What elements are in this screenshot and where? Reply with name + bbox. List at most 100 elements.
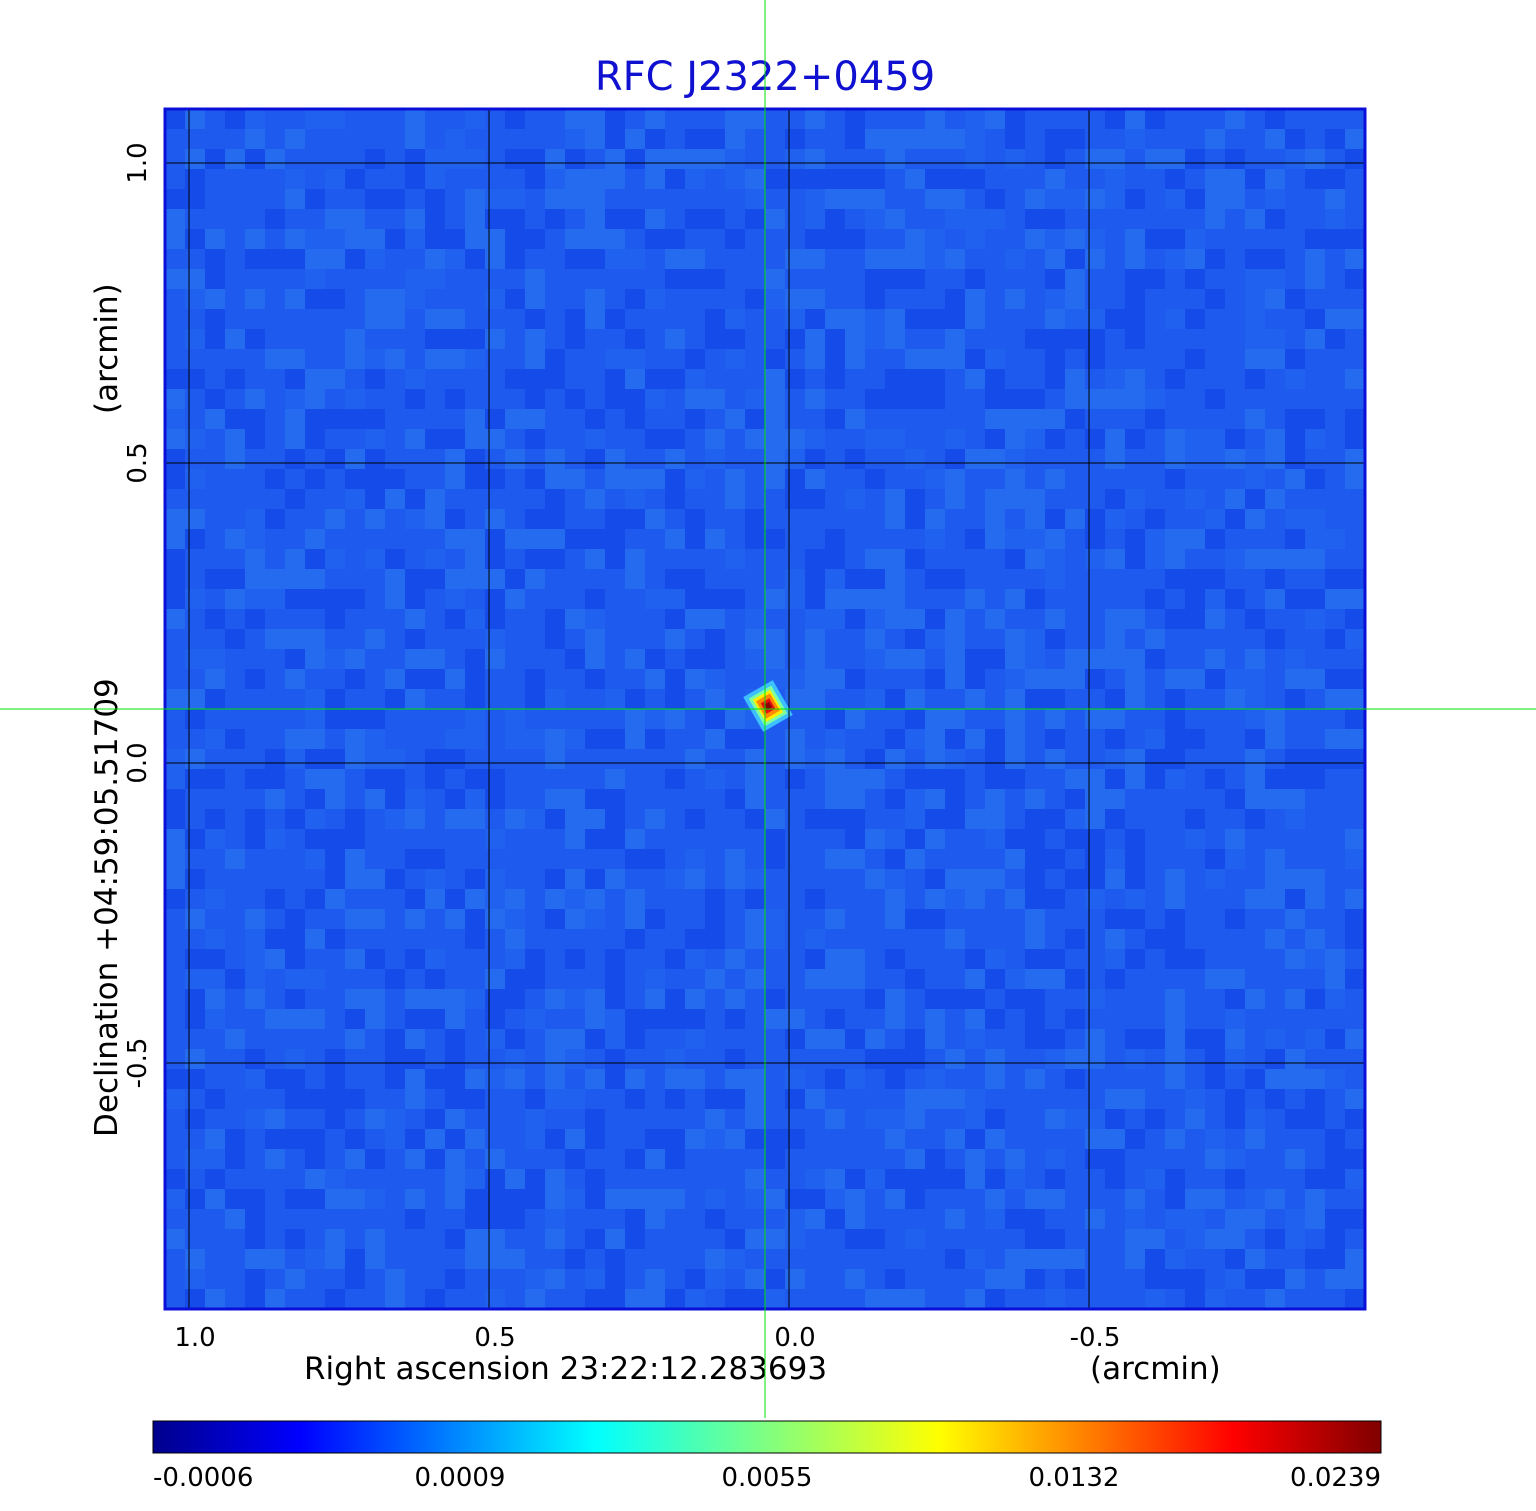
noise-cell	[465, 729, 485, 749]
noise-cell	[1305, 1249, 1325, 1269]
noise-cell	[1205, 249, 1225, 269]
noise-cell	[1065, 789, 1085, 809]
noise-cell	[525, 949, 545, 969]
noise-cell	[385, 1069, 405, 1089]
noise-cell	[605, 869, 625, 889]
noise-cell	[885, 649, 905, 669]
noise-cell	[465, 109, 485, 129]
noise-cell	[1245, 489, 1265, 509]
noise-cell	[385, 589, 405, 609]
noise-cell	[1165, 729, 1185, 749]
noise-cell	[725, 409, 745, 429]
noise-cell	[285, 389, 305, 409]
noise-cell	[565, 649, 585, 669]
noise-cell	[845, 789, 865, 809]
radio-source	[743, 680, 793, 732]
noise-cell	[865, 129, 885, 149]
noise-cell	[905, 1229, 925, 1249]
noise-cell	[385, 1049, 405, 1069]
noise-cell	[205, 1149, 225, 1169]
noise-cell	[685, 129, 705, 149]
noise-cell	[905, 1089, 925, 1109]
noise-cell	[845, 169, 865, 189]
noise-cell	[545, 789, 565, 809]
noise-cell	[565, 389, 585, 409]
noise-cell	[1345, 1109, 1365, 1129]
noise-cell	[905, 269, 925, 289]
noise-cell	[305, 1009, 325, 1029]
noise-cell	[1025, 989, 1045, 1009]
noise-cell	[565, 949, 585, 969]
noise-cell	[1225, 449, 1245, 469]
noise-cell	[225, 529, 245, 549]
noise-cell	[745, 1169, 765, 1189]
noise-cell	[585, 1289, 605, 1309]
noise-cell	[325, 1069, 345, 1089]
noise-cell	[245, 1249, 265, 1269]
noise-cell	[705, 729, 725, 749]
noise-cell	[1245, 989, 1265, 1009]
noise-cell	[685, 869, 705, 889]
noise-cell	[1245, 509, 1265, 529]
noise-cell	[765, 649, 785, 669]
noise-cell	[825, 1189, 845, 1209]
noise-cell	[1025, 329, 1045, 349]
noise-cell	[745, 1109, 765, 1129]
noise-cell	[565, 329, 585, 349]
noise-cell	[305, 229, 325, 249]
noise-cell	[265, 889, 285, 909]
noise-cell	[1285, 1229, 1305, 1249]
noise-cell	[985, 1069, 1005, 1089]
noise-cell	[1245, 1109, 1265, 1129]
noise-cell	[425, 1129, 445, 1149]
noise-cell	[1045, 1189, 1065, 1209]
noise-cell	[745, 529, 765, 549]
noise-cell	[825, 969, 845, 989]
noise-cell	[465, 1209, 485, 1229]
noise-cell	[885, 129, 905, 149]
noise-cell	[325, 1189, 345, 1209]
noise-cell	[1345, 1289, 1365, 1309]
noise-cell	[1225, 829, 1245, 849]
noise-cell	[245, 409, 265, 429]
noise-cell	[185, 1149, 205, 1169]
noise-cell	[425, 269, 445, 289]
noise-cell	[645, 149, 665, 169]
noise-cell	[205, 329, 225, 349]
noise-cell	[565, 1149, 585, 1169]
noise-cell	[1205, 849, 1225, 869]
noise-cell	[245, 229, 265, 249]
noise-cell	[1325, 1269, 1345, 1289]
noise-cell	[665, 1049, 685, 1069]
noise-cell	[205, 149, 225, 169]
noise-cell	[605, 109, 625, 129]
noise-cell	[345, 709, 365, 729]
noise-cell	[1285, 989, 1305, 1009]
noise-cell	[285, 909, 305, 929]
noise-cell	[345, 669, 365, 689]
noise-cell	[1325, 1149, 1345, 1169]
noise-cell	[445, 1029, 465, 1049]
noise-cell	[585, 209, 605, 229]
noise-cell	[1045, 149, 1065, 169]
noise-cell	[985, 1049, 1005, 1069]
noise-cell	[425, 649, 445, 669]
noise-cell	[1345, 269, 1365, 289]
noise-cell	[665, 569, 685, 589]
noise-cell	[585, 589, 605, 609]
noise-cell	[265, 1109, 285, 1129]
noise-cell	[525, 1189, 545, 1209]
noise-cell	[665, 149, 685, 169]
noise-cell	[1305, 529, 1325, 549]
noise-cell	[1345, 689, 1365, 709]
noise-cell	[505, 929, 525, 949]
noise-cell	[445, 1189, 465, 1209]
noise-cell	[1005, 709, 1025, 729]
noise-cell	[525, 289, 545, 309]
noise-cell	[865, 1029, 885, 1049]
noise-cell	[605, 449, 625, 469]
noise-cell	[1065, 389, 1085, 409]
noise-cell	[1085, 709, 1105, 729]
noise-cell	[985, 189, 1005, 209]
noise-cell	[1325, 1069, 1345, 1089]
